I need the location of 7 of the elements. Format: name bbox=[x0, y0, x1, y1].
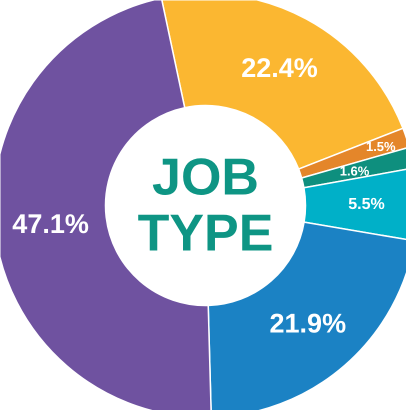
data-label: 21.9% bbox=[270, 308, 346, 338]
text: JOB TYPE bbox=[138, 148, 274, 262]
data-label: 22.4% bbox=[241, 53, 318, 84]
data-label: 1.5% bbox=[366, 138, 396, 154]
data-label: 5.5% bbox=[348, 196, 385, 214]
data-label: 47.1% bbox=[12, 208, 89, 239]
data-label: 1.6% bbox=[340, 163, 370, 178]
